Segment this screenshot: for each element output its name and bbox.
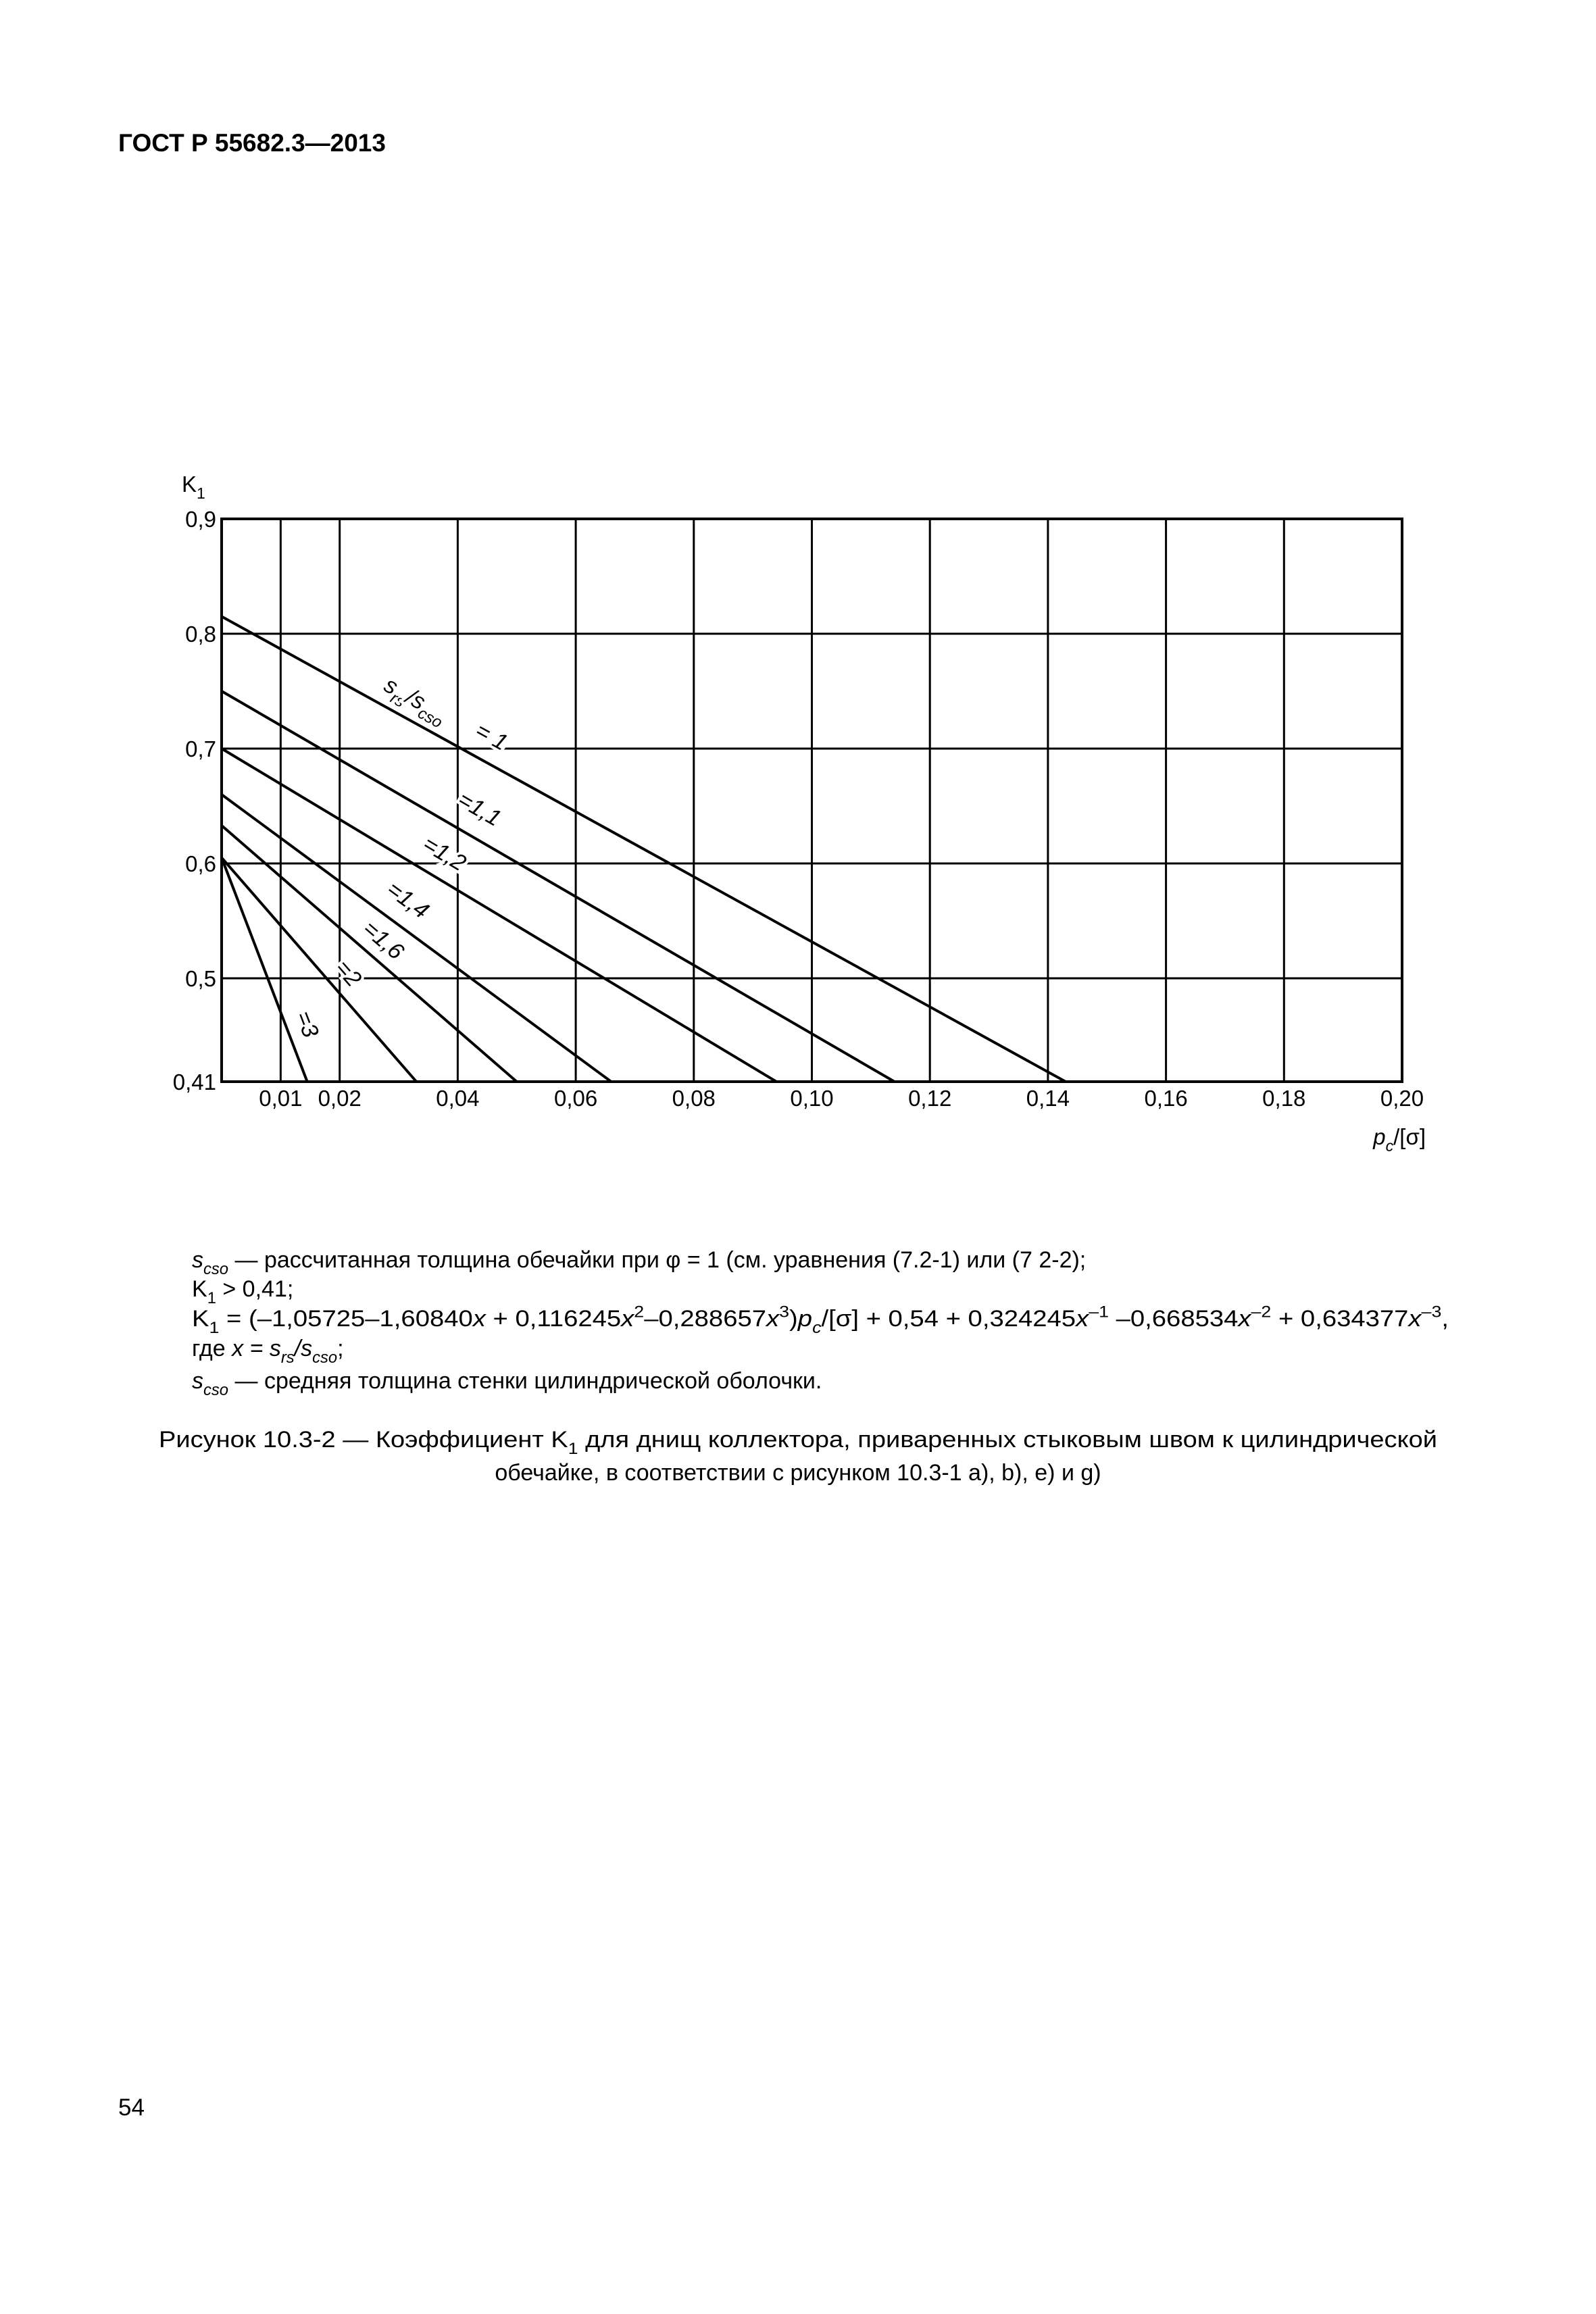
header-title: ГОСТ Р 55682.3—2013 <box>118 129 386 157</box>
caption-line: обечайке, в соответствии с рисунком 10.3… <box>495 1460 1101 1486</box>
y-tick-label: 0,9 <box>185 507 216 532</box>
text-run: /[σ] <box>1393 1124 1426 1149</box>
text-run: –2 <box>1251 1303 1272 1321</box>
text-run: — рассчитанная толщина обечайки при φ = … <box>228 1247 1086 1273</box>
series-line <box>220 747 778 1083</box>
text-run: K <box>192 1276 207 1302</box>
text-run: s <box>192 1247 203 1273</box>
x-tick-label: 0,06 <box>554 1086 597 1111</box>
text-run: x <box>472 1306 487 1332</box>
x-axis-label: pc/[σ] <box>1372 1124 1426 1155</box>
text-run: для днищ коллектора, приваренных стыковы… <box>578 1427 1437 1453</box>
plot-frame <box>220 518 1403 1083</box>
text-run: + 0,634377 <box>1271 1306 1408 1332</box>
text-run: K <box>192 1306 209 1332</box>
text-run: x = s <box>230 1336 281 1361</box>
x-tick-label: 0,12 <box>908 1086 951 1111</box>
text-run: p <box>1372 1124 1385 1149</box>
x-tick-label: 0,02 <box>318 1086 361 1111</box>
x-tick-label: 0,08 <box>672 1086 716 1111</box>
text-run: p <box>797 1306 812 1332</box>
text-run: rs <box>281 1349 295 1367</box>
x-tick-label: 0,10 <box>790 1086 833 1111</box>
x-tick-label: 0,04 <box>436 1086 479 1111</box>
text-run: = (–1,05725–1,60840 <box>219 1306 472 1332</box>
text-run: –1 <box>1089 1303 1109 1321</box>
y-tick-label: 0,5 <box>185 966 216 991</box>
y-axis-label: K1 <box>182 472 205 502</box>
text-run: cso <box>203 1381 228 1399</box>
y-tick-label: 0,41 <box>173 1070 216 1095</box>
text-run: K <box>182 472 197 497</box>
text-run: > 0,41; <box>216 1276 293 1302</box>
text-run: /s <box>293 1336 312 1361</box>
text-run: x <box>1074 1306 1089 1332</box>
series-line <box>220 857 309 1082</box>
text-run: c <box>1386 1137 1394 1155</box>
x-tick-label: 0,01 <box>259 1086 302 1111</box>
y-tick-label: 0,8 <box>185 622 216 647</box>
text-run: ) <box>789 1306 798 1332</box>
text-run: где <box>192 1336 232 1361</box>
x-tick-label: 0,14 <box>1026 1086 1070 1111</box>
text-run: x <box>1237 1306 1251 1332</box>
text-run: обечайке, в соответствии с рисунком 10.3… <box>495 1460 1101 1486</box>
note-line: scso — средняя толщина стенки цилиндриче… <box>192 1368 822 1399</box>
note-line: K1 > 0,41; <box>192 1276 293 1307</box>
text-run: — средняя толщина стенки цилиндрической … <box>228 1368 822 1394</box>
text-run: 2 <box>634 1303 644 1321</box>
text-run: cso <box>312 1349 337 1367</box>
x-tick-label: 0,20 <box>1380 1086 1424 1111</box>
series-line <box>221 615 1067 1083</box>
text-run: –0,668534 <box>1109 1306 1238 1332</box>
text-run: –0,288657 <box>644 1306 766 1332</box>
note-line: где x = srs/scso; <box>192 1336 344 1367</box>
text-run: cso <box>203 1260 228 1278</box>
text-run: ; <box>337 1336 343 1361</box>
text-run: c <box>812 1319 821 1337</box>
text-run: 1 <box>207 1289 216 1307</box>
text-run: /[σ] + 0,54 + 0,324245 <box>821 1306 1076 1332</box>
text-run: , <box>1441 1306 1449 1332</box>
text-run: + 0,116245 <box>486 1306 621 1332</box>
text-run: s <box>192 1368 203 1394</box>
series-line <box>220 857 418 1083</box>
x-tick-label: 0,16 <box>1144 1086 1187 1111</box>
series-line <box>220 690 895 1083</box>
text-run: 1 <box>568 1440 578 1458</box>
text-run: x <box>765 1306 780 1332</box>
x-tick-label: 0,18 <box>1262 1086 1305 1111</box>
text-run: 3 <box>779 1303 789 1321</box>
series-line <box>220 793 612 1083</box>
y-tick-label: 0,6 <box>185 851 216 876</box>
note-line: scso — рассчитанная толщина обечайки при… <box>192 1247 1086 1278</box>
text-run: x <box>1407 1306 1422 1332</box>
series-line <box>220 824 518 1083</box>
text-run: 1 <box>209 1319 220 1337</box>
text-run: x <box>620 1306 634 1332</box>
text-run: Рисунок 10.3-2 — Коэффициент K <box>159 1427 568 1453</box>
text-run: –3 <box>1422 1303 1442 1321</box>
text-run: 1 <box>197 484 205 502</box>
page-number: 54 <box>118 2094 145 2121</box>
y-tick-label: 0,7 <box>185 736 216 761</box>
